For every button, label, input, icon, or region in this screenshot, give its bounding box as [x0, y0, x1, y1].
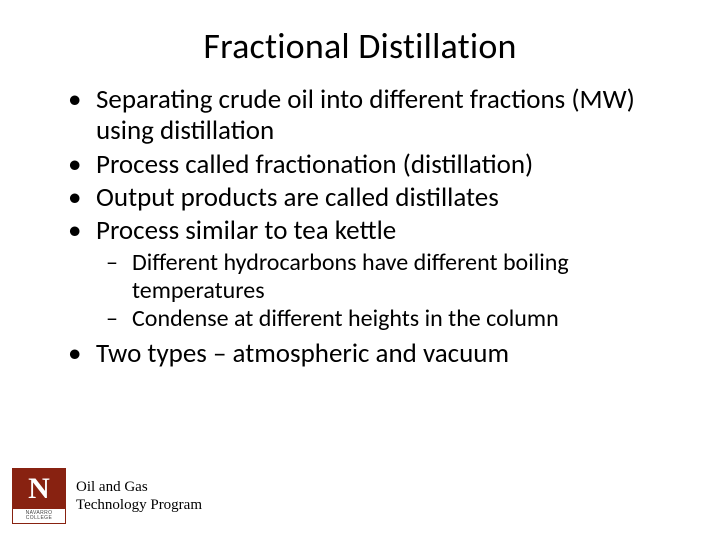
logo-letter: N [13, 469, 65, 509]
sub-bullet-text: Different hydrocarbons have different bo… [132, 248, 569, 305]
bullet-item: Process called fractionation (distillati… [68, 149, 680, 180]
bullet-list: Separating crude oil into different frac… [68, 84, 680, 369]
bullet-item: Separating crude oil into different frac… [68, 84, 680, 147]
bullet-text: Two types – atmospheric and vacuum [96, 337, 509, 370]
footer-line1: Oil and Gas [76, 478, 202, 496]
bullet-text: Process similar to tea kettle [96, 214, 396, 247]
slide-title: Fractional Distillation [40, 24, 680, 68]
sub-bullet-item: Different hydrocarbons have different bo… [106, 249, 680, 306]
bullet-item: Output products are called distillates [68, 182, 680, 213]
slide: Fractional Distillation Separating crude… [0, 0, 720, 540]
footer-line2: Technology Program [76, 496, 202, 514]
bullet-text: Separating crude oil into different frac… [96, 83, 635, 147]
navarro-logo: N NAVARRO COLLEGE [12, 468, 66, 524]
bullet-text: Output products are called distillates [96, 181, 499, 214]
bullet-item: Process similar to tea kettle Different … [68, 215, 680, 333]
bullet-item: Two types – atmospheric and vacuum [68, 338, 680, 369]
slide-body: Separating crude oil into different frac… [40, 84, 680, 369]
logo-subtext: NAVARRO COLLEGE [13, 509, 65, 523]
sub-bullet-list: Different hydrocarbons have different bo… [96, 249, 680, 334]
bullet-text: Process called fractionation (distillati… [96, 148, 533, 181]
sub-bullet-text: Condense at different heights in the col… [132, 304, 559, 333]
slide-footer: N NAVARRO COLLEGE Oil and Gas Technology… [12, 468, 202, 524]
footer-program: Oil and Gas Technology Program [76, 478, 202, 514]
logo-line2: COLLEGE [26, 516, 52, 521]
sub-bullet-item: Condense at different heights in the col… [106, 305, 680, 333]
